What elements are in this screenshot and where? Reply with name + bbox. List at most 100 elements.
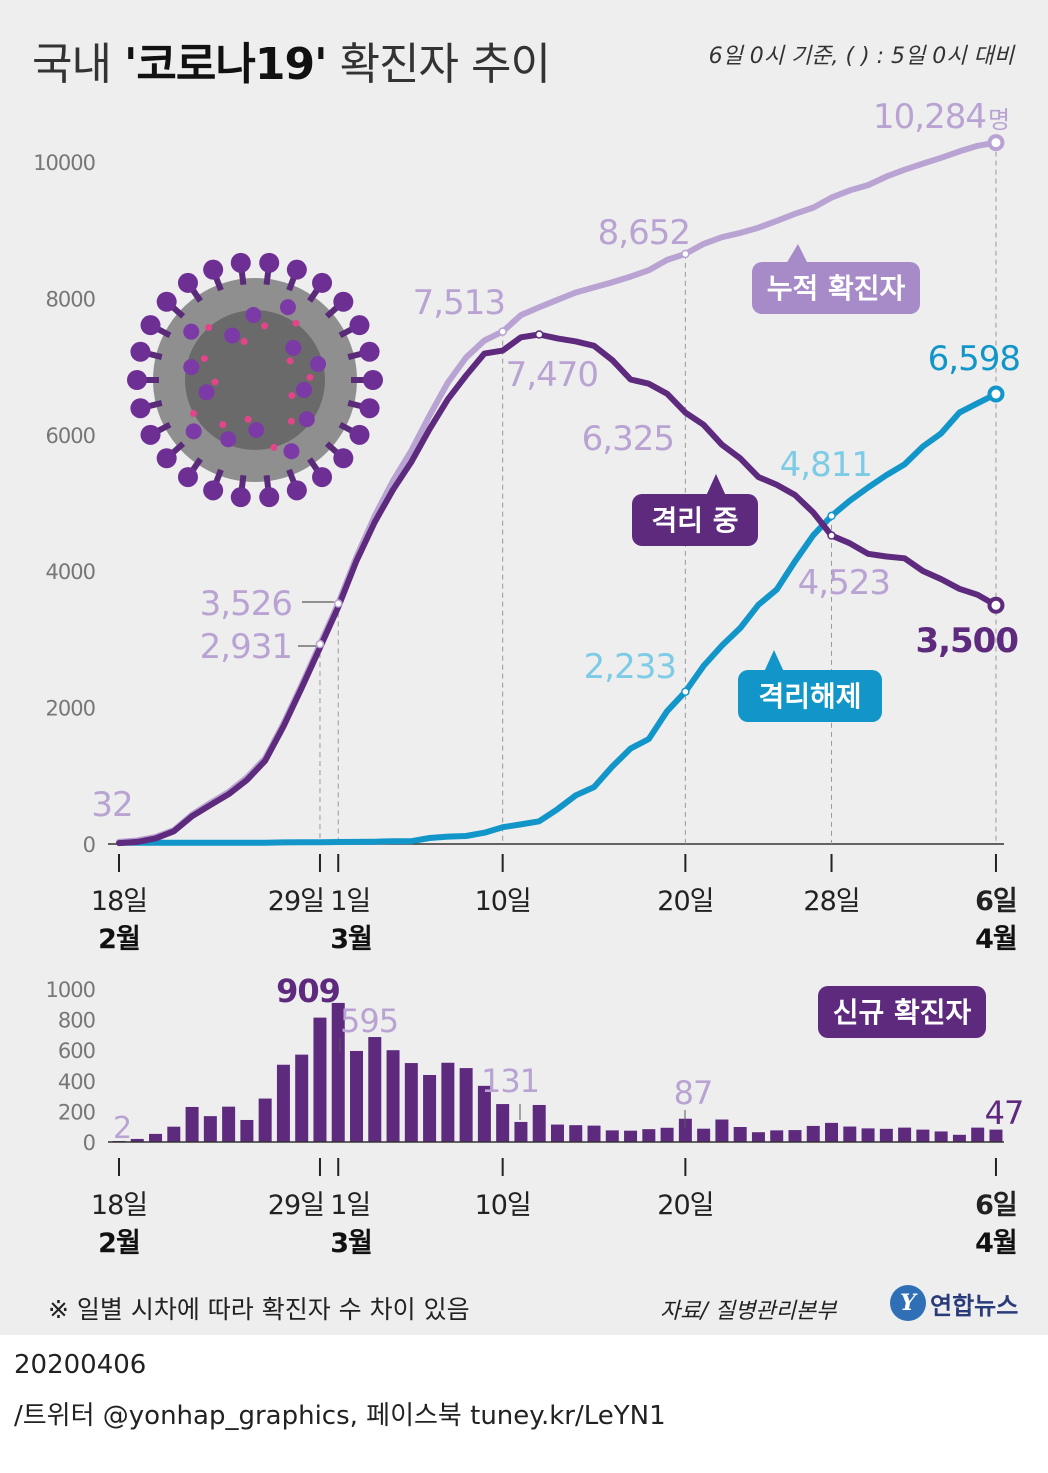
- x-tick-label: 28일: [803, 886, 859, 917]
- new-case-bar: [934, 1131, 948, 1142]
- spike-head: [156, 291, 177, 312]
- surface-spike: [198, 384, 215, 401]
- series-box-new: 신규 확진자: [818, 986, 986, 1038]
- series-box-isolated-pointer: [706, 474, 726, 496]
- series-box-cumulative-label: 누적 확진자: [767, 272, 906, 305]
- bar-value-label: 47: [985, 1094, 1024, 1132]
- new-case-bar: [185, 1106, 199, 1142]
- bar-y-tick-label: 1000: [46, 978, 95, 1002]
- bar-x-tick-label: 6일: [975, 1190, 1017, 1221]
- bar-x-month-label: 3월: [330, 1228, 372, 1259]
- spike-head: [230, 252, 251, 273]
- new-case-bar: [514, 1121, 528, 1142]
- new-case-bar: [313, 1017, 327, 1142]
- bar-x-tick-label: 10일: [475, 1190, 531, 1221]
- new-case-bar: [569, 1125, 583, 1142]
- bar-x-tick-label: 1일: [330, 1190, 370, 1221]
- value-label-released: 2,233: [584, 647, 676, 687]
- spike-head: [230, 487, 251, 508]
- spike-head: [363, 370, 383, 390]
- surface-dot: [244, 415, 252, 423]
- new-case-bar: [788, 1130, 802, 1142]
- spike-head: [203, 480, 224, 501]
- new-case-bar: [952, 1134, 966, 1142]
- surface-dot: [288, 392, 296, 400]
- surface-spike: [248, 421, 265, 438]
- y-tick-label: 4000: [46, 560, 95, 584]
- yonhap-logo: Y 연합뉴스: [890, 1285, 1018, 1321]
- spike-head: [312, 272, 333, 293]
- end-point-marker: [987, 385, 1005, 403]
- page-title: 국내 '코로나19' 확진자 추이: [32, 28, 551, 92]
- y-tick-label: 10000: [33, 151, 95, 175]
- spike-head: [177, 272, 198, 293]
- value-label-cumulative: 7,513: [413, 283, 505, 323]
- value-label-isolated: 6,325: [582, 419, 674, 459]
- value-label-cumulative: 10,284: [873, 97, 986, 137]
- surface-dot: [205, 323, 213, 331]
- data-point-marker: [681, 687, 690, 696]
- surface-dot: [306, 373, 314, 381]
- new-case-bar: [130, 1138, 144, 1142]
- footnote: ※ 일별 시차에 따라 확진자 수 차이 있음: [48, 1295, 470, 1324]
- surface-dot: [287, 417, 295, 425]
- new-case-bar: [751, 1132, 765, 1142]
- spike-head: [203, 259, 224, 280]
- new-case-bar: [916, 1129, 930, 1142]
- new-case-bar: [843, 1126, 857, 1142]
- surface-spike: [296, 381, 313, 398]
- publish-date: 20200406: [14, 1350, 147, 1380]
- x-tick-label: 20일: [657, 886, 713, 917]
- surface-spike: [298, 411, 315, 428]
- series-box-cumulative-bg: [752, 262, 920, 314]
- yonhap-logo-icon: Y: [890, 1285, 926, 1321]
- new-case-bar: [770, 1130, 784, 1142]
- spike-head: [286, 480, 307, 501]
- bar-value-label: 909: [276, 972, 340, 1010]
- coronavirus-illustration: [127, 252, 383, 508]
- title-bold: '코로나19': [123, 39, 328, 90]
- value-label-isolated: 3,500: [915, 621, 1018, 661]
- series-box-cumulative-pointer: [786, 244, 808, 264]
- data-point-marker: [827, 531, 836, 540]
- surface-dot: [200, 355, 208, 363]
- spike-head: [130, 341, 151, 362]
- series-box-released-label: 격리해제: [758, 680, 861, 713]
- value-label-cumulative: 8,652: [598, 213, 690, 253]
- surface-spike: [224, 327, 241, 344]
- new-case-bar: [368, 1037, 382, 1142]
- series-box-released-bg: [738, 670, 882, 722]
- new-case-bar: [532, 1104, 546, 1142]
- y-tick-label: 0: [83, 833, 95, 857]
- spike-head: [312, 467, 333, 488]
- bar-y-tick-label: 800: [58, 1009, 95, 1033]
- x-month-label: 3월: [330, 924, 372, 955]
- new-case-bar: [496, 1104, 510, 1142]
- spike-head: [156, 448, 177, 469]
- x-tick-label: 10일: [475, 886, 531, 917]
- new-case-bar: [222, 1106, 236, 1142]
- series-box-isolated: 격리 중: [632, 474, 758, 546]
- spike-head: [333, 291, 354, 312]
- spike-head: [140, 315, 161, 336]
- data-point-marker: [534, 330, 544, 339]
- x-tick-label: 1일: [330, 886, 370, 917]
- value-label-released: 6,598: [928, 339, 1020, 379]
- surface-spike: [185, 423, 202, 440]
- surface-spike: [183, 359, 200, 376]
- bar-x-month-label: 4월: [975, 1228, 1017, 1259]
- spike-head: [127, 370, 147, 390]
- chart-panel: [0, 0, 1048, 1335]
- new-case-bar: [423, 1074, 437, 1142]
- x-tick-label: 29일: [268, 886, 324, 917]
- new-case-bar: [642, 1129, 656, 1142]
- y-tick-label: 6000: [46, 424, 95, 448]
- value-label-isolated: 7,470: [506, 355, 598, 395]
- value-label-cumulative: 2,931: [200, 627, 292, 667]
- subtitle: 6일 0시 기준, ( ) : 5일 0시 대비: [708, 44, 1014, 69]
- spike-head: [286, 259, 307, 280]
- x-month-label: 2월: [98, 924, 140, 955]
- new-case-bar: [624, 1130, 638, 1142]
- bar-value-label: 87: [674, 1074, 713, 1112]
